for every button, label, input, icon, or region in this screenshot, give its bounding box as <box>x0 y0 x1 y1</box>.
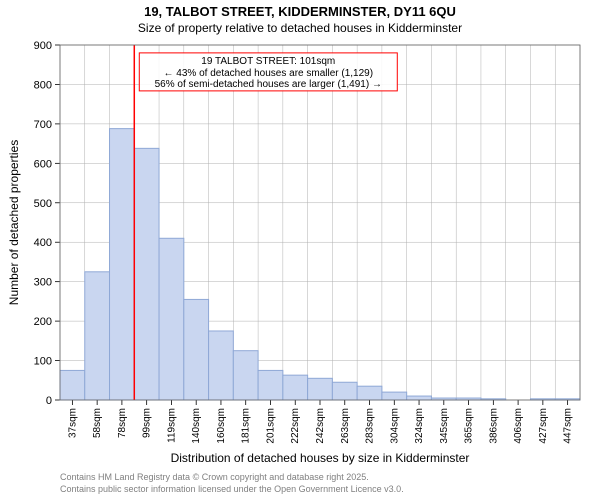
histogram-bar <box>233 351 258 400</box>
histogram-bar <box>382 392 407 400</box>
histogram-bar <box>60 370 85 400</box>
histogram-bar <box>283 375 308 400</box>
annotation-line1: ← 43% of detached houses are smaller (1,… <box>164 68 374 79</box>
histogram-bar <box>110 129 135 400</box>
y-tick-label: 300 <box>34 277 52 289</box>
x-tick-label: 160sqm <box>216 408 227 444</box>
x-tick-label: 427sqm <box>538 408 549 444</box>
histogram-bar <box>357 386 382 400</box>
y-tick-label: 700 <box>34 119 52 131</box>
x-tick-label: 345sqm <box>439 408 450 444</box>
x-tick-label: 181sqm <box>241 408 252 444</box>
annotation-line2: 56% of semi-detached houses are larger (… <box>155 79 382 90</box>
x-tick-label: 242sqm <box>315 408 326 444</box>
histogram-bar <box>258 370 283 400</box>
y-tick-label: 0 <box>46 395 52 407</box>
x-tick-label: 201sqm <box>265 408 276 444</box>
x-tick-label: 263sqm <box>340 408 351 444</box>
y-tick-label: 800 <box>34 79 52 91</box>
y-tick-label: 400 <box>34 237 52 249</box>
histogram-bar <box>209 331 234 400</box>
y-tick-label: 100 <box>34 356 52 368</box>
x-tick-label: 119sqm <box>166 408 177 443</box>
x-tick-label: 283sqm <box>365 408 376 444</box>
x-tick-label: 78sqm <box>117 408 128 438</box>
histogram-bar <box>184 299 209 400</box>
y-axis-label: Number of detached properties <box>7 140 21 305</box>
histogram-bar <box>159 238 184 400</box>
x-tick-label: 386sqm <box>488 408 499 444</box>
x-axis-label: Distribution of detached houses by size … <box>171 451 470 465</box>
x-tick-label: 406sqm <box>513 408 524 444</box>
x-tick-label: 222sqm <box>290 408 301 444</box>
y-tick-label: 900 <box>34 40 52 52</box>
histogram-bar <box>134 148 159 400</box>
x-tick-label: 365sqm <box>464 408 475 444</box>
x-tick-label: 140sqm <box>191 408 202 444</box>
footer-line2: Contains public sector information licen… <box>60 484 404 494</box>
histogram-bar <box>332 382 357 400</box>
histogram-bar <box>407 396 432 400</box>
x-tick-label: 37sqm <box>67 408 78 438</box>
y-tick-label: 500 <box>34 198 52 210</box>
chart-container: 19, TALBOT STREET, KIDDERMINSTER, DY11 6… <box>0 0 600 500</box>
y-tick-label: 200 <box>34 316 52 328</box>
histogram-bar <box>85 272 110 400</box>
x-tick-label: 304sqm <box>389 408 400 444</box>
histogram-chart: 19, TALBOT STREET, KIDDERMINSTER, DY11 6… <box>0 0 600 500</box>
annotation-title: 19 TALBOT STREET: 101sqm <box>201 56 335 67</box>
chart-title-sub: Size of property relative to detached ho… <box>138 21 462 35</box>
histogram-bar <box>308 378 333 400</box>
x-tick-label: 99sqm <box>142 408 153 438</box>
x-tick-label: 324sqm <box>414 408 425 444</box>
x-tick-label: 58sqm <box>92 408 103 438</box>
chart-title-main: 19, TALBOT STREET, KIDDERMINSTER, DY11 6… <box>144 4 456 19</box>
footer-line1: Contains HM Land Registry data © Crown c… <box>60 472 369 482</box>
x-tick-label: 447sqm <box>563 408 574 444</box>
y-tick-label: 600 <box>34 158 52 170</box>
